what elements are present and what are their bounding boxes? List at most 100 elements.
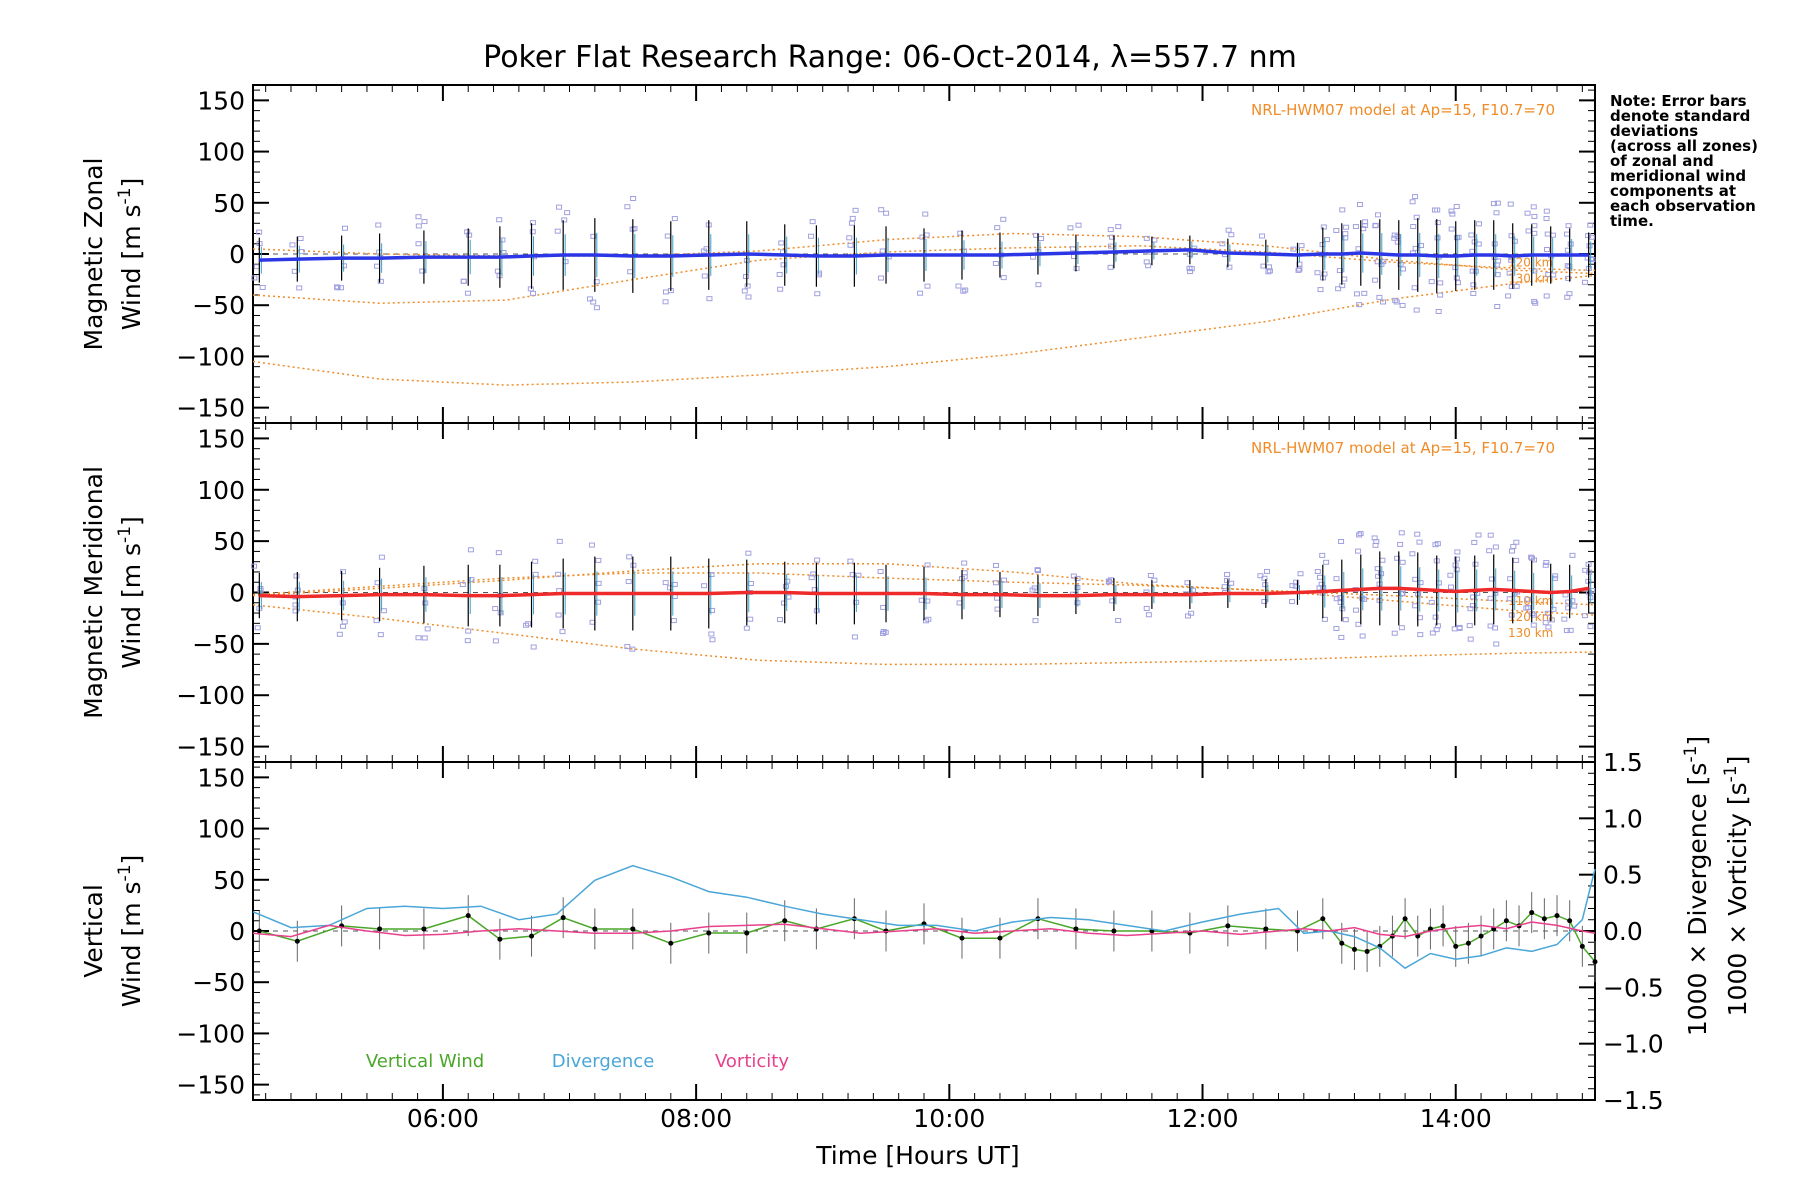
scatter-mark	[709, 637, 716, 643]
scatter-mark	[1493, 210, 1500, 216]
scatter-mark	[1034, 567, 1041, 573]
scatter-mark	[1492, 625, 1499, 631]
scatter-mark	[1228, 580, 1235, 586]
scatter-mark	[1486, 548, 1493, 554]
right-y-tick-label: 1.5	[1603, 748, 1643, 777]
scatter-mark	[1342, 231, 1349, 237]
scatter-mark	[1394, 239, 1401, 245]
vertical-wind-point	[256, 928, 262, 934]
scatter-mark	[630, 195, 637, 201]
scatter-mark	[1333, 626, 1340, 632]
scatter-mark	[464, 290, 471, 296]
scatter-mark	[1582, 279, 1589, 285]
panel-zonal: −150 −100 −50 0 50 100 150 Magnetic Zonal Wind […	[79, 84, 1596, 424]
scatter-mark	[956, 600, 963, 606]
vertical-wind-point	[668, 940, 674, 946]
scatter-mark	[924, 598, 931, 604]
scatter-mark	[1219, 241, 1226, 247]
scatter-mark	[257, 587, 264, 593]
scatter-mark	[624, 204, 631, 210]
scatter-mark	[1564, 247, 1571, 253]
scatter-mark	[1289, 583, 1296, 589]
scatter-mark	[415, 214, 422, 220]
scatter-mark	[631, 226, 638, 232]
scatter-mark	[415, 223, 422, 229]
vertical-wind-point	[1529, 910, 1535, 916]
scatter-mark	[1380, 299, 1387, 305]
scatter-mark	[1375, 212, 1382, 218]
note-line: of zonal and	[1610, 152, 1714, 170]
vertical-wind-point	[782, 918, 788, 924]
scatter-mark	[741, 288, 748, 294]
scatter-mark	[664, 233, 671, 239]
scatter-mark	[1531, 213, 1538, 219]
scatter-mark	[464, 229, 471, 235]
scatter-mark	[1188, 266, 1195, 272]
scatter-mark	[1589, 588, 1596, 594]
scatter-mark	[624, 644, 631, 650]
scatter-mark	[1543, 560, 1550, 566]
vertical-wind-point	[959, 935, 965, 941]
scatter-mark	[1428, 279, 1435, 285]
scatter-mark	[1586, 243, 1593, 249]
scatter-mark	[1434, 235, 1441, 241]
series-line-divergence	[252, 864, 1596, 970]
scatter-mark	[525, 621, 532, 627]
vertical-wind-point	[1402, 916, 1408, 922]
scatter-mark	[1337, 599, 1344, 605]
scatter-mark	[847, 558, 854, 564]
scatter-mark	[341, 225, 348, 231]
model-curve-model-mid	[252, 245, 1596, 304]
scatter-mark	[1074, 575, 1081, 581]
y-tick-label: 0	[229, 917, 245, 946]
scatter-mark	[880, 604, 887, 610]
scatter-mark	[1143, 235, 1150, 241]
vertical-wind-point	[421, 926, 427, 932]
scatter-mark	[1448, 208, 1455, 214]
y-axis-label-2: Wind [m s-1]	[115, 178, 146, 331]
scatter-mark	[1530, 204, 1537, 210]
scatter-mark	[467, 547, 474, 553]
vertical-wind-point	[997, 935, 1003, 941]
scatter-mark	[256, 229, 263, 235]
scatter-mark	[555, 571, 562, 577]
scatter-mark	[532, 558, 539, 564]
scatter-mark	[1356, 532, 1363, 538]
scatter-mark	[1513, 539, 1520, 545]
scatter-mark	[1544, 247, 1551, 253]
scatter-mark	[1228, 232, 1235, 238]
scatter-mark	[708, 631, 715, 637]
scatter-mark	[1565, 605, 1572, 611]
scatter-mark	[1509, 548, 1516, 554]
scatter-mark	[1432, 614, 1439, 620]
scatter-mark	[377, 632, 384, 638]
scatter-mark	[555, 612, 562, 618]
scatter-mark	[1412, 194, 1419, 200]
y-tick-label: 150	[197, 86, 245, 115]
scatter-mark	[1510, 543, 1517, 549]
y-tick-label: 100	[197, 815, 245, 844]
scatter-mark	[1190, 587, 1197, 593]
model-label: NRL-HWM07 model at Ap=15, F10.7=70	[1251, 101, 1555, 119]
vertical-wind-point	[1440, 923, 1446, 929]
scatter-mark	[883, 210, 890, 216]
scatter-mark	[1259, 233, 1266, 239]
scatter-mark	[1524, 596, 1531, 602]
scatter-mark	[877, 275, 884, 281]
scatter-mark	[1453, 235, 1460, 241]
scatter-mark	[1491, 241, 1498, 247]
scatter-mark	[747, 616, 754, 622]
scatter-mark	[1410, 224, 1417, 230]
y-tick-label: 150	[197, 424, 245, 453]
scatter-mark	[593, 305, 600, 311]
y-tick-label: 50	[213, 189, 245, 218]
right-axis-label-vorticity: 1000 × Vorticity [s-1]	[1721, 756, 1752, 1017]
scatter-mark	[666, 585, 673, 591]
y-axis-label-1: Vertical	[79, 884, 108, 978]
scatter-mark	[662, 580, 669, 586]
scatter-mark	[1434, 541, 1441, 547]
vertical-wind-point	[1453, 943, 1459, 949]
scatter-mark	[1362, 222, 1369, 228]
scatter-mark	[1523, 605, 1530, 611]
scatter-mark	[1434, 220, 1441, 226]
